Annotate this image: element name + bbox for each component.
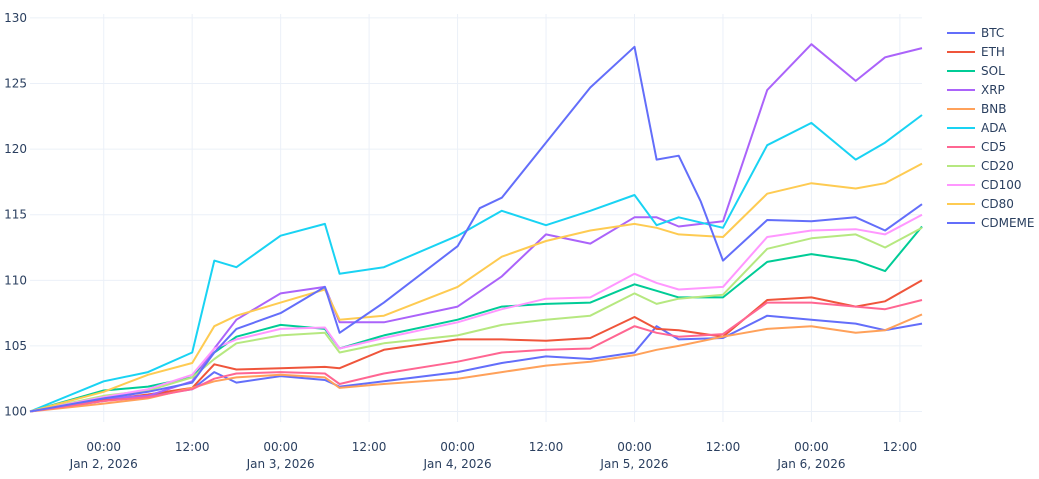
x-tick-date-label: Jan 3, 2026 — [246, 457, 315, 471]
legend-label: CD80 — [981, 197, 1014, 211]
legend-label: CD20 — [981, 159, 1014, 173]
series-line-ada — [29, 114, 923, 413]
legend-label: ADA — [981, 121, 1007, 135]
legend-label: BNB — [981, 102, 1006, 116]
legend-label: ETH — [981, 45, 1005, 59]
x-tick-date-label: Jan 6, 2026 — [776, 457, 845, 471]
legend-item-xrp[interactable]: XRP — [947, 83, 1005, 97]
y-tick-label: 100 — [4, 405, 27, 419]
legend[interactable]: BTC ETH SOL XRP BNB ADA CD5 CD20 CD100 CD80 CDMEME — [947, 26, 1035, 230]
legend-label: CD5 — [981, 140, 1006, 154]
x-tick-label: 00:00 — [794, 440, 829, 454]
x-tick-label: 00:00 — [440, 440, 475, 454]
x-tick-label: 00:00 — [86, 440, 121, 454]
legend-label: CD100 — [981, 178, 1022, 192]
legend-item-cd20[interactable]: CD20 — [947, 159, 1014, 173]
legend-item-cd100[interactable]: CD100 — [947, 178, 1022, 192]
legend-item-cdmeme[interactable]: CDMEME — [947, 216, 1035, 230]
x-tick-label: 00:00 — [263, 440, 298, 454]
x-tick-label: 12:00 — [706, 440, 741, 454]
series-line-cd80 — [29, 162, 923, 413]
legend-item-bnb[interactable]: BNB — [947, 102, 1006, 116]
x-tick-date-label: Jan 4, 2026 — [423, 457, 492, 471]
y-tick-label: 115 — [4, 208, 27, 222]
series-line-bnb — [29, 313, 923, 413]
legend-label: BTC — [981, 26, 1004, 40]
legend-label: XRP — [981, 83, 1005, 97]
legend-item-cd80[interactable]: CD80 — [947, 197, 1014, 211]
legend-label: SOL — [981, 64, 1005, 78]
legend-label: CDMEME — [981, 216, 1035, 230]
x-tick-date-label: Jan 5, 2026 — [599, 457, 668, 471]
y-tick-label: 120 — [4, 142, 27, 156]
legend-item-btc[interactable]: BTC — [947, 26, 1004, 40]
y-tick-label: 125 — [4, 77, 27, 91]
x-tick-label: 00:00 — [617, 440, 652, 454]
x-tick-label: 12:00 — [529, 440, 564, 454]
plot-area — [30, 14, 922, 422]
x-tick-label: 12:00 — [883, 440, 918, 454]
series-line-cdmeme — [29, 45, 923, 413]
x-tick-label: 12:00 — [352, 440, 387, 454]
x-tick-label: 12:00 — [175, 440, 210, 454]
x-tick-date-label: Jan 2, 2026 — [69, 457, 138, 471]
series-line-eth — [29, 279, 923, 413]
series-line-btc — [29, 314, 923, 413]
y-axis: 100 105 110 115 120 125 130 — [4, 11, 27, 419]
legend-item-cd5[interactable]: CD5 — [947, 140, 1006, 154]
series-line-cd100 — [29, 213, 923, 413]
series-line-cd5 — [29, 299, 923, 413]
y-tick-label: 110 — [4, 273, 27, 287]
legend-item-ada[interactable]: ADA — [947, 121, 1007, 135]
y-tick-label: 130 — [4, 11, 27, 25]
series-lines — [29, 43, 923, 413]
x-axis: 00:00 Jan 2, 2026 12:00 00:00 Jan 3, 2026 12:… — [69, 440, 918, 471]
legend-item-eth[interactable]: ETH — [947, 45, 1005, 59]
y-tick-label: 105 — [4, 339, 27, 353]
series-line-cd20 — [29, 226, 923, 413]
legend-item-sol[interactable]: SOL — [947, 64, 1005, 78]
series-line-xrp — [29, 43, 923, 413]
